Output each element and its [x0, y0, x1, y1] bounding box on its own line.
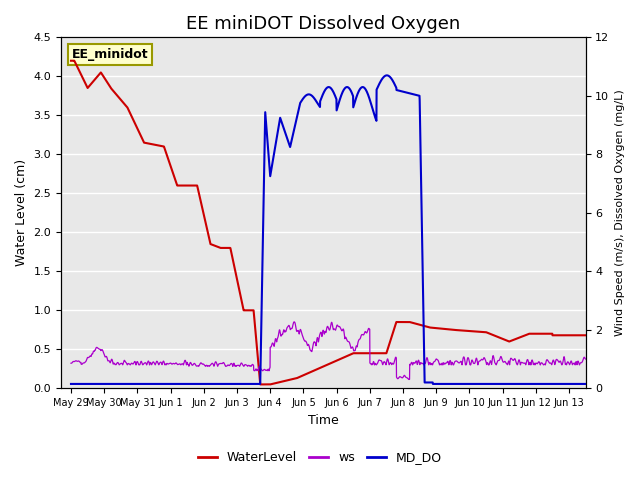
- Y-axis label: Water Level (cm): Water Level (cm): [15, 159, 28, 266]
- Text: EE_minidot: EE_minidot: [72, 48, 148, 61]
- X-axis label: Time: Time: [308, 414, 339, 427]
- Legend: WaterLevel, ws, MD_DO: WaterLevel, ws, MD_DO: [193, 446, 447, 469]
- Y-axis label: Wind Speed (m/s), Dissolved Oxygen (mg/L): Wind Speed (m/s), Dissolved Oxygen (mg/L…: [615, 89, 625, 336]
- Title: EE miniDOT Dissolved Oxygen: EE miniDOT Dissolved Oxygen: [186, 15, 460, 33]
